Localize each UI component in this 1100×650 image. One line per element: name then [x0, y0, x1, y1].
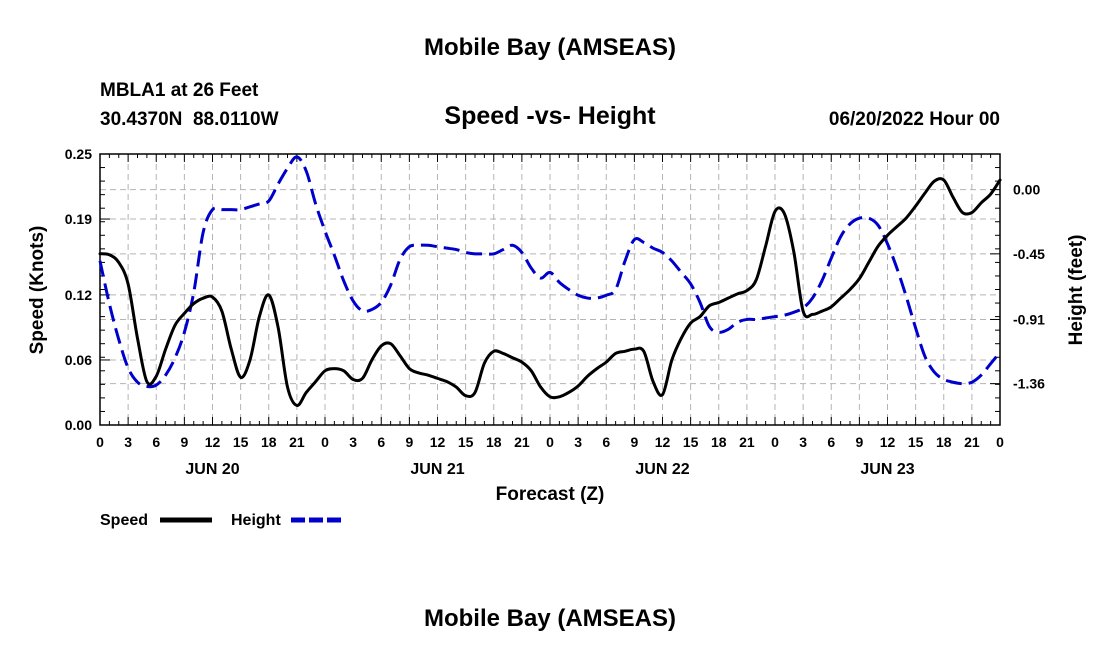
day-label: JUN 22 — [635, 461, 689, 478]
y-right-tick-label: -0.45 — [1013, 246, 1045, 262]
series-line-speed — [98, 177, 1002, 407]
x-tick-label: 9 — [180, 434, 188, 450]
axis-labels: 0 3 6 9 12 15 18 21 0 3 6 9 12 15 18 21 0 3 6 9 12 15 18 21 0 3 6 9… — [65, 146, 1045, 478]
y-right-tick-label: 0.00 — [1013, 182, 1040, 198]
station-line: MBLA1 at 26 Feet — [100, 80, 259, 101]
x-tick-label: 0 — [771, 434, 779, 450]
y-left-tick-label: 0.00 — [65, 417, 92, 433]
x-tick-label: 18 — [261, 434, 277, 450]
x-tick-label: 21 — [964, 434, 980, 450]
day-label: JUN 20 — [185, 461, 239, 478]
footer-title: Mobile Bay (AMSEAS) — [424, 605, 676, 632]
page-title: Mobile Bay (AMSEAS) — [424, 34, 676, 61]
forecast-datetime: 06/20/2022 Hour 00 — [829, 109, 1000, 130]
x-tick-label: 3 — [574, 434, 582, 450]
y-left-tick-label: 0.12 — [65, 287, 92, 303]
x-tick-label: 12 — [655, 434, 671, 450]
plot-frame — [99, 153, 1001, 426]
x-tick-label: 15 — [233, 434, 249, 450]
x-tick-label: 3 — [124, 434, 132, 450]
day-label: JUN 21 — [410, 461, 464, 478]
x-tick-label: 18 — [486, 434, 502, 450]
legend-speed-label: Speed — [100, 512, 148, 529]
x-tick-label: 0 — [96, 434, 104, 450]
y-left-tick-label: 0.19 — [65, 211, 92, 227]
x-tick-label: 6 — [827, 434, 835, 450]
x-tick-label: 12 — [880, 434, 896, 450]
x-tick-label: 15 — [458, 434, 474, 450]
x-tick-label: 18 — [711, 434, 727, 450]
chart-subtitle: Speed -vs- Height — [444, 102, 656, 130]
y-left-tick-label: 0.25 — [65, 146, 92, 162]
legend-height-label: Height — [231, 512, 281, 529]
grid — [100, 154, 1000, 425]
x-tick-label: 6 — [602, 434, 610, 450]
y-right-tick-label: -0.91 — [1013, 311, 1045, 327]
x-tick-label: 0 — [546, 434, 554, 450]
day-label: JUN 23 — [860, 461, 914, 478]
y-right-tick-label: -1.36 — [1013, 376, 1045, 392]
series-line-height — [98, 155, 1002, 389]
x-tick-label: 6 — [152, 434, 160, 450]
x-tick-label: 12 — [430, 434, 446, 450]
x-tick-label: 9 — [630, 434, 638, 450]
legend: Speed Height — [100, 512, 343, 529]
x-tick-label: 0 — [996, 434, 1004, 450]
x-tick-label: 15 — [683, 434, 699, 450]
y-axis-left-title: Speed (Knots) — [27, 226, 48, 355]
series — [98, 155, 1002, 407]
x-tick-label: 15 — [908, 434, 924, 450]
axes — [99, 153, 1001, 426]
y-left-tick-label: 0.06 — [65, 352, 92, 368]
x-tick-label: 3 — [349, 434, 357, 450]
x-tick-label: 0 — [321, 434, 329, 450]
x-tick-label: 21 — [739, 434, 755, 450]
x-tick-label: 12 — [205, 434, 221, 450]
x-tick-label: 9 — [855, 434, 863, 450]
x-tick-label: 3 — [799, 434, 807, 450]
y-axis-right-title: Height (feet) — [1066, 235, 1087, 346]
x-tick-label: 9 — [405, 434, 413, 450]
coords-line: 30.4370N 88.0110W — [100, 109, 279, 130]
x-tick-label: 6 — [377, 434, 385, 450]
x-axis-title: Forecast (Z) — [496, 484, 605, 505]
x-tick-label: 18 — [936, 434, 952, 450]
x-tick-label: 21 — [289, 434, 305, 450]
x-tick-label: 21 — [514, 434, 530, 450]
